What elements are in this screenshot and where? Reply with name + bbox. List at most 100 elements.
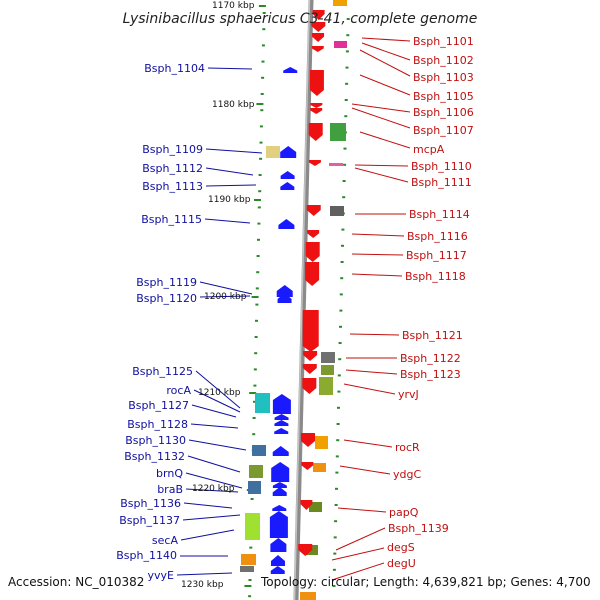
gene-label-left[interactable]: Bsph_1104 — [144, 62, 205, 75]
leader-line-right — [359, 131, 411, 149]
tick-mark — [335, 487, 338, 490]
feature-block — [333, 0, 347, 6]
tick-mark — [254, 352, 258, 355]
gene-label-left[interactable]: Bsph_1115 — [141, 213, 202, 226]
gene-label-right[interactable]: Bsph_1101 — [413, 35, 474, 48]
tick-mark — [258, 190, 262, 193]
forward-gene-arrow — [280, 146, 297, 158]
tick-mark — [343, 147, 347, 150]
gene-label-right[interactable]: Bsph_1139 — [388, 522, 449, 535]
tick-mark-major — [251, 296, 259, 298]
reverse-gene-arrow — [310, 103, 323, 108]
gene-label-left[interactable]: Bsph_1113 — [142, 180, 203, 193]
gene-label-right[interactable]: Bsph_1102 — [413, 54, 474, 67]
tick-mark — [250, 498, 254, 500]
gene-label-right[interactable]: Bsph_1122 — [400, 352, 461, 365]
gene-label-right[interactable]: Bsph_1106 — [413, 106, 474, 119]
gene-label-right[interactable]: ydgC — [393, 468, 421, 481]
gene-label-left[interactable]: Bsph_1137 — [119, 514, 180, 527]
gene-label-left[interactable]: Bsph_1136 — [120, 497, 181, 510]
gene-label-right[interactable]: degU — [387, 557, 416, 570]
label-leader-lines — [176, 37, 411, 581]
tick-mark — [255, 303, 259, 306]
feature-block — [245, 513, 260, 540]
feature-block — [255, 393, 270, 413]
gene-label-right[interactable]: mcpA — [413, 143, 445, 156]
gene-label-left[interactable]: rocA — [166, 384, 191, 397]
tick-mark — [341, 244, 344, 247]
gene-label-left[interactable]: Bsph_1112 — [142, 162, 203, 175]
tick-mark — [253, 368, 257, 371]
tick-mark — [335, 455, 339, 458]
gene-label-right[interactable]: Bsph_1103 — [413, 71, 474, 84]
gene-label-right[interactable]: Bsph_1111 — [411, 176, 472, 189]
leader-line-left — [195, 370, 241, 409]
gene-label-left[interactable]: secA — [152, 534, 179, 547]
leader-line-left — [205, 167, 254, 176]
gene-label-right[interactable]: rocR — [395, 441, 420, 454]
forward-gene-arrow — [272, 487, 287, 496]
gene-label-right[interactable]: Bsph_1118 — [405, 270, 466, 283]
gene-label-right[interactable]: degS — [387, 541, 415, 554]
genome-title: Lysinibacillus sphaericus C3-41, complet… — [123, 11, 478, 27]
kbp-label: 1170 kbp — [212, 1, 255, 11]
gene-label-left[interactable]: Bsph_1132 — [124, 450, 185, 463]
tick-mark — [334, 504, 338, 506]
forward-gene-arrow — [270, 555, 285, 566]
gene-label-left[interactable]: Bsph_1109 — [142, 143, 203, 156]
feature-block — [330, 123, 346, 141]
gene-label-right[interactable]: Bsph_1110 — [411, 160, 472, 173]
leader-line-left — [191, 404, 237, 418]
tick-mark — [257, 238, 260, 241]
forward-gene-arrow — [280, 171, 295, 179]
gene-label-right[interactable]: Bsph_1117 — [406, 249, 467, 262]
feature-block — [321, 352, 335, 363]
gene-label-left[interactable]: yvyE — [148, 569, 175, 582]
gene-label-left[interactable]: Bsph_1127 — [128, 399, 189, 412]
forward-gene-arrow — [272, 394, 291, 414]
tick-mark — [332, 585, 336, 587]
kbp-label: 1200 kbp — [204, 292, 247, 302]
feature-block — [252, 445, 266, 456]
leader-line-right — [361, 42, 411, 61]
gene-label-left[interactable]: Bsph_1140 — [116, 549, 177, 562]
leader-line-left — [185, 488, 239, 493]
gene-label-right[interactable]: yrvJ — [398, 388, 419, 401]
leader-line-right — [351, 103, 411, 113]
tick-mark — [259, 125, 263, 128]
reverse-gene-arrow — [302, 378, 317, 394]
feature-block — [240, 566, 254, 572]
reverse-gene-arrow — [311, 22, 326, 32]
gene-label-left[interactable]: Bsph_1128 — [127, 418, 188, 431]
reverse-gene-arrow — [302, 310, 319, 352]
gene-label-right[interactable]: Bsph_1107 — [413, 124, 474, 137]
gene-label-right[interactable]: Bsph_1116 — [407, 230, 468, 243]
gene-label-left[interactable]: Bsph_1120 — [136, 292, 197, 305]
tick-mark — [256, 255, 260, 257]
forward-gene-arrow — [272, 505, 287, 511]
forward-gene-arrow — [274, 414, 289, 420]
gene-label-right[interactable]: Bsph_1114 — [409, 208, 470, 221]
tick-mark-major — [258, 5, 266, 7]
reverse-gene-arrow — [306, 205, 321, 216]
gene-label-left[interactable]: braB — [157, 483, 183, 496]
tick-mark — [342, 180, 346, 182]
tick-mark — [258, 174, 262, 176]
gene-label-left[interactable]: brnQ — [156, 467, 183, 480]
leader-line-left — [188, 439, 247, 451]
leader-line-left — [199, 295, 251, 298]
leader-line-left — [199, 281, 253, 295]
gene-label-right[interactable]: Bsph_1105 — [413, 90, 474, 103]
kbp-label: 1230 kbp — [181, 580, 224, 590]
gene-label-right[interactable]: papQ — [389, 506, 419, 519]
gene-label-left[interactable]: Bsph_1119 — [136, 276, 197, 289]
gene-label-right[interactable]: Bsph_1123 — [400, 368, 461, 381]
tick-mark — [248, 595, 252, 598]
gene-label-right[interactable]: Bsph_1121 — [402, 329, 463, 342]
leader-line-left — [182, 514, 241, 521]
gene-label-left[interactable]: Bsph_1130 — [125, 434, 186, 447]
leader-line-left — [204, 218, 251, 224]
tick-mark — [254, 336, 258, 338]
gene-label-left[interactable]: Bsph_1125 — [132, 365, 193, 378]
